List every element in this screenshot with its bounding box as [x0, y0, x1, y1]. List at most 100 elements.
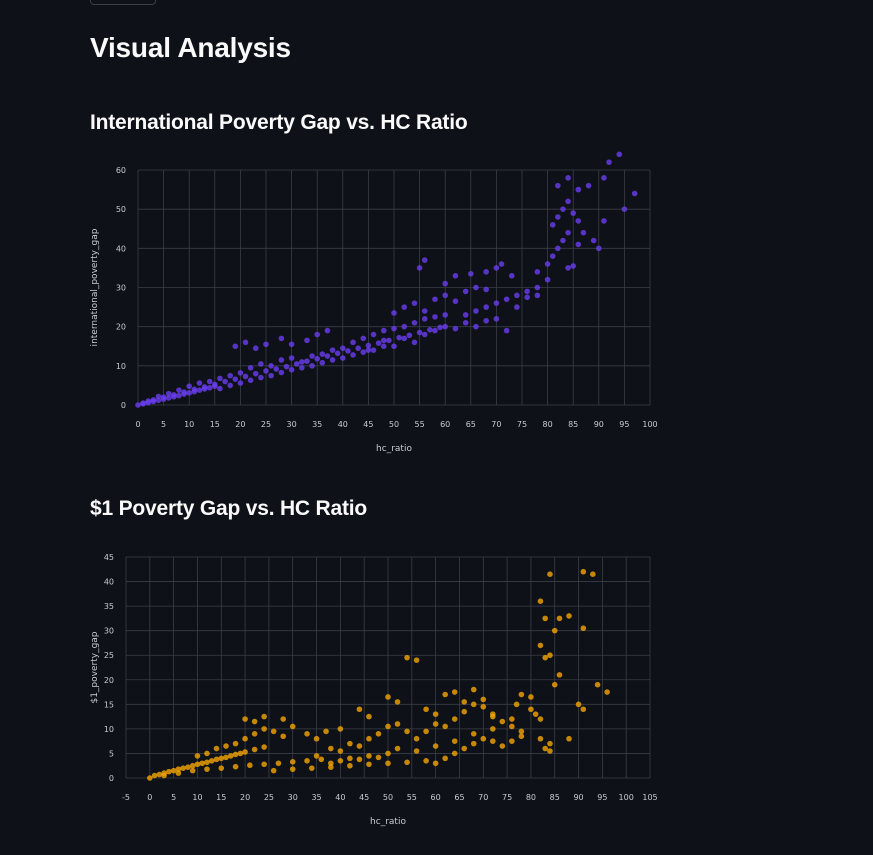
top-tab-button[interactable]	[90, 0, 156, 5]
scatter-point	[360, 335, 367, 342]
scatter-point	[329, 347, 336, 353]
scatter-point	[337, 748, 344, 754]
scatter-point	[247, 377, 254, 384]
scatter-point	[299, 364, 305, 371]
scatter-point	[340, 345, 346, 352]
scatter-point	[309, 353, 315, 359]
scatter-point	[442, 755, 448, 762]
scatter-point	[268, 372, 274, 379]
scatter-point	[299, 359, 305, 365]
scatter-point	[313, 735, 320, 742]
scatter-point	[258, 374, 264, 381]
scatter-point	[413, 657, 420, 663]
scatter-point	[156, 771, 163, 778]
scatter-point	[237, 370, 244, 376]
y-tick-label: 15	[104, 700, 114, 709]
scatter-point	[309, 363, 315, 369]
scatter-point	[391, 310, 397, 316]
scatter-point	[544, 276, 551, 283]
x-tick-label: 90	[594, 420, 604, 429]
scatter-point	[242, 339, 249, 346]
scatter-point	[222, 378, 228, 385]
x-tick-label: 100	[642, 420, 657, 429]
scatter-point	[328, 760, 334, 767]
scatter-point	[508, 272, 515, 279]
scatter-point	[175, 770, 182, 776]
scatter-point	[232, 343, 239, 350]
y-tick-label: 10	[116, 362, 126, 371]
scatter-point	[223, 754, 229, 761]
y-tick-label: 30	[116, 284, 126, 293]
scatter-point	[356, 706, 363, 713]
scatter-point	[196, 387, 203, 393]
scatter-point	[304, 731, 310, 737]
scatter-point	[542, 654, 548, 661]
scatter-point	[375, 340, 382, 346]
scatter-point	[404, 654, 410, 661]
scatter-point	[416, 329, 423, 336]
scatter-point	[442, 723, 448, 730]
scatter-point	[247, 364, 254, 371]
scatter-point	[176, 387, 182, 393]
x-tick-label: 105	[642, 793, 657, 802]
scatter-point	[155, 397, 162, 404]
scatter-point	[155, 393, 162, 400]
y-axis-label: international_poverty_gap	[90, 228, 100, 346]
scatter-point	[470, 731, 477, 737]
scatter-point	[242, 716, 248, 722]
x-tick-label: 60	[431, 793, 441, 802]
scatter-point	[324, 353, 331, 359]
y-tick-label: 45	[104, 553, 114, 562]
scatter-point	[318, 756, 325, 763]
scatter-point	[537, 716, 544, 722]
x-tick-label: 70	[478, 793, 488, 802]
scatter-point	[251, 718, 258, 725]
y-tick-label: 50	[116, 205, 126, 214]
scatter-point	[621, 206, 628, 212]
scatter-point	[201, 384, 208, 390]
scatter-point	[345, 348, 351, 354]
scatter-point	[355, 345, 361, 352]
scatter-point	[140, 400, 146, 406]
scatter-point	[551, 627, 558, 634]
scatter-point	[370, 347, 377, 353]
scatter-point	[280, 733, 287, 740]
scatter-point	[480, 735, 487, 742]
y-tick-label: 20	[104, 676, 114, 685]
scatter-point	[385, 723, 391, 730]
scatter-point	[165, 390, 172, 397]
scatter-point	[432, 760, 439, 767]
x-tick-label: 15	[216, 793, 226, 802]
x-tick-label: 35	[311, 793, 321, 802]
scatter-point	[547, 740, 553, 747]
scatter-point	[565, 229, 571, 236]
scatter-point	[319, 351, 326, 357]
scatter-point	[189, 767, 196, 774]
x-tick-label: 5	[161, 420, 166, 429]
scatter-point	[396, 334, 402, 341]
scatter-point	[565, 265, 571, 271]
scatter-point	[375, 731, 382, 737]
scatter-point	[337, 758, 344, 764]
scatter-point	[462, 319, 469, 326]
scatter-point	[413, 735, 420, 742]
scatter-point	[442, 292, 449, 299]
scatter-point	[275, 760, 282, 767]
scatter-point	[252, 345, 259, 352]
scatter-point	[532, 711, 539, 717]
scatter-point	[347, 762, 353, 769]
x-tick-label: 100	[619, 793, 634, 802]
x-tick-label: 80	[543, 420, 553, 429]
scatter-point	[356, 756, 363, 763]
scatter-point	[217, 385, 223, 392]
scatter-point	[480, 703, 487, 710]
scatter-point	[594, 681, 601, 688]
scatter-point	[206, 378, 213, 385]
scatter-point	[278, 369, 285, 376]
scatter-point	[278, 335, 285, 342]
x-tick-label: 25	[264, 793, 274, 802]
scatter-point	[551, 681, 558, 688]
scatter-point	[451, 689, 458, 695]
scatter-point	[258, 361, 264, 367]
scatter-point	[304, 337, 310, 344]
